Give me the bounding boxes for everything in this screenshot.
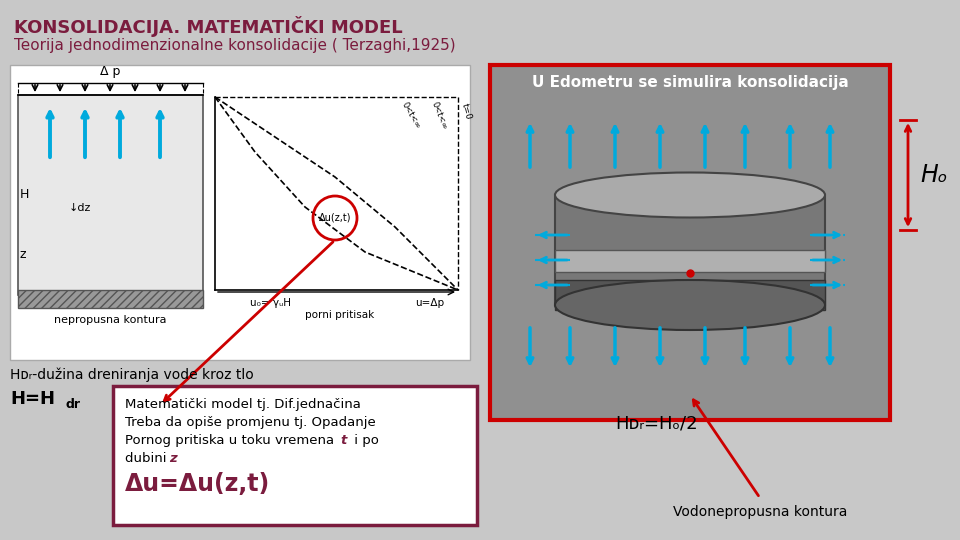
Text: u₀= γᵤH: u₀= γᵤH bbox=[250, 298, 291, 308]
Text: Teorija jednodimenzionalne konsolidacije ( Terzaghi,1925): Teorija jednodimenzionalne konsolidacije… bbox=[14, 38, 456, 53]
Text: Hᴅᵣ-dužina dreniranja vode kroz tlo: Hᴅᵣ-dužina dreniranja vode kroz tlo bbox=[10, 368, 253, 382]
Bar bbox=[555, 195, 825, 305]
Text: porni pritisak: porni pritisak bbox=[305, 310, 374, 320]
Text: Δ p: Δ p bbox=[100, 65, 120, 78]
Text: u=Δp: u=Δp bbox=[416, 298, 444, 308]
Text: i po: i po bbox=[350, 434, 379, 447]
Bar bbox=[555, 250, 825, 272]
Bar bbox=[490, 65, 890, 420]
Text: dubini: dubini bbox=[125, 452, 171, 465]
Ellipse shape bbox=[555, 280, 825, 330]
Text: ↓dz: ↓dz bbox=[69, 203, 91, 213]
Bar bbox=[555, 280, 825, 310]
Bar bbox=[10, 65, 470, 360]
Text: Matematički model tj. Dif.jednačina: Matematički model tj. Dif.jednačina bbox=[125, 398, 361, 411]
Ellipse shape bbox=[555, 172, 825, 218]
Text: Treba da opiše promjenu tj. Opadanje: Treba da opiše promjenu tj. Opadanje bbox=[125, 416, 375, 429]
Text: H: H bbox=[20, 188, 30, 201]
Text: z: z bbox=[169, 452, 177, 465]
Bar bbox=[18, 290, 203, 308]
Text: KONSOLIDACIJA. MATEMATIČKI MODEL: KONSOLIDACIJA. MATEMATIČKI MODEL bbox=[14, 16, 402, 37]
Text: t=0: t=0 bbox=[460, 102, 473, 120]
Text: Pornog pritiska u toku vremena: Pornog pritiska u toku vremena bbox=[125, 434, 338, 447]
Text: 0<t<∞: 0<t<∞ bbox=[430, 100, 449, 131]
Text: t: t bbox=[340, 434, 347, 447]
Text: Hₒ: Hₒ bbox=[920, 163, 948, 187]
Text: Δu(z,t): Δu(z,t) bbox=[319, 213, 351, 223]
FancyBboxPatch shape bbox=[113, 386, 477, 525]
Text: z: z bbox=[20, 248, 27, 261]
Text: H=H: H=H bbox=[10, 390, 55, 408]
Text: Vodonepropusna kontura: Vodonepropusna kontura bbox=[673, 505, 847, 519]
Text: Hᴅᵣ=Hₒ/2: Hᴅᵣ=Hₒ/2 bbox=[615, 415, 698, 433]
Text: Δu=Δu(z,t): Δu=Δu(z,t) bbox=[125, 472, 271, 496]
Text: 0<t<∞: 0<t<∞ bbox=[400, 100, 422, 130]
Text: U Edometru se simulira konsolidacija: U Edometru se simulira konsolidacija bbox=[532, 75, 849, 90]
Bar bbox=[18, 95, 203, 295]
Text: dr: dr bbox=[66, 398, 81, 411]
Text: nepropusna kontura: nepropusna kontura bbox=[54, 315, 166, 325]
